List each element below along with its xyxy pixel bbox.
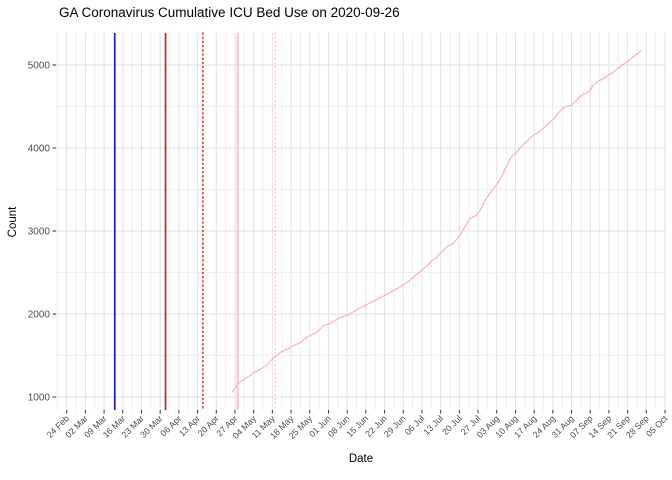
horizontal-gridlines — [56, 64, 666, 398]
y-axis-labels: 1000 2000 3000 4000 5000 — [28, 61, 51, 404]
y-axis-title: Count — [7, 206, 19, 238]
event-vlines — [113, 32, 276, 411]
x-axis-title: Date — [348, 453, 374, 465]
x-tick-label: 06 Jul — [403, 413, 427, 437]
y-tick-label: 2000 — [28, 310, 51, 321]
x-tick-label: 20 Jul — [440, 413, 464, 437]
y-tick-label: 1000 — [28, 393, 51, 404]
y-tick-label: 4000 — [28, 144, 51, 155]
icu-series-line — [231, 50, 642, 393]
x-tick-label: 05 Oct — [644, 413, 670, 439]
x-tick-label: 13 Jul — [421, 413, 445, 437]
vertical-gridlines — [56, 33, 666, 410]
x-tick-label: 29 Jun — [382, 413, 408, 439]
x-axis-ticks — [66, 410, 666, 414]
chart-title: GA Coronavirus Cumulative ICU Bed Use on… — [59, 5, 400, 20]
y-tick-label: 3000 — [28, 227, 51, 238]
y-tick-label: 5000 — [28, 61, 51, 72]
y-axis-ticks — [52, 64, 56, 398]
